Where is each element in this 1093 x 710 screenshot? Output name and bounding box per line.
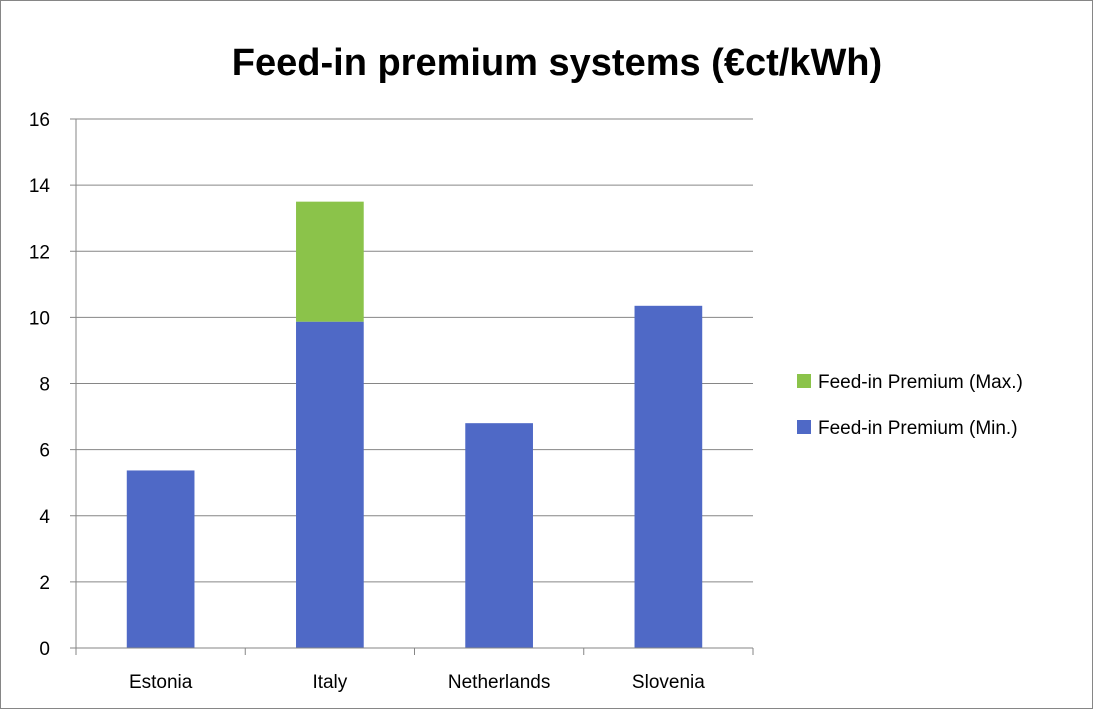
y-tick-label: 0: [39, 639, 50, 660]
y-tick-label: 8: [39, 375, 50, 396]
bar-italy: [296, 321, 364, 648]
y-tick-label: 10: [29, 308, 50, 329]
bar-italy: [296, 201, 364, 322]
y-tick-label: 16: [29, 110, 50, 131]
x-tick-label: Netherlands: [448, 672, 550, 693]
y-tick-label: 4: [39, 507, 50, 528]
bars: [126, 201, 703, 648]
x-tick-label: Italy: [312, 672, 347, 693]
chart-title: Feed-in premium systems (€ct/kWh): [232, 42, 882, 84]
y-tick-label: 2: [39, 573, 50, 594]
y-tick-label: 6: [39, 441, 50, 462]
legend-swatch: [797, 420, 811, 434]
bar-slovenia: [634, 305, 703, 648]
legend: Feed-in Premium (Max.) Feed-in Premium (M…: [797, 372, 1023, 439]
axes: 0 2 4 6 8 10 12 14 16 Estonia Italy Netherlands Slov…: [29, 110, 754, 693]
legend-label: Feed-in Premium (Min.): [818, 418, 1018, 439]
bar-estonia: [126, 470, 195, 648]
y-tick-label: 12: [29, 242, 50, 263]
legend-label: Feed-in Premium (Max.): [818, 372, 1023, 393]
bar-netherlands: [465, 423, 533, 648]
y-tick-label: 14: [29, 176, 51, 197]
x-tick-label: Estonia: [129, 672, 193, 693]
legend-swatch: [797, 374, 811, 388]
x-tick-label: Slovenia: [632, 672, 705, 693]
